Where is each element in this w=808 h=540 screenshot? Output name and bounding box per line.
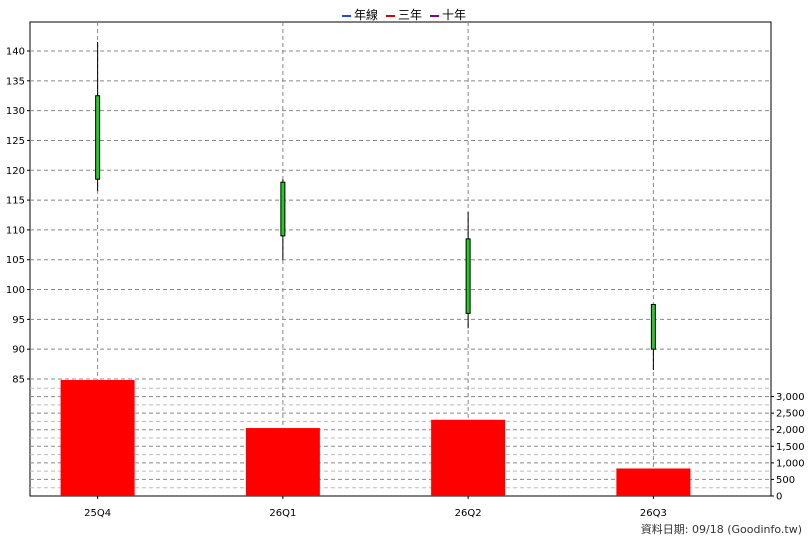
legend-item: 十年 [430,6,466,23]
legend-label: 年線 [353,8,378,22]
price-tick-label: 135 [6,76,25,87]
price-tick-label: 115 [6,196,25,207]
legend-item: 年線 [341,6,378,23]
volume-tick-label: 2,000 [776,425,805,436]
legend-item: 三年 [385,6,422,23]
legend-label: 三年 [397,8,422,22]
price-tick-label: 140 [6,47,25,58]
candle-body [280,181,286,237]
price-tick-label: 85 [12,375,25,386]
category-label: 26Q3 [640,508,667,519]
volume-tick-label: 3,000 [776,392,805,403]
price-tick-label: 130 [6,106,25,117]
volume-tick-label: 500 [776,475,795,486]
volume-bar [60,380,135,496]
price-tick-label: 100 [6,285,25,296]
price-tick-label: 125 [6,136,25,147]
price-tick-label: 95 [12,315,25,326]
price-tick-label: 90 [12,345,25,356]
volume-tick-label: 2,500 [776,409,805,420]
price-tick-label: 110 [6,225,25,236]
legend-label: 十年 [442,8,467,22]
chart-legend: 年線 三年 十年 [0,6,808,23]
category-label: 26Q2 [455,508,482,519]
volume-bar [616,468,691,496]
category-label: 25Q4 [84,508,111,519]
candle-body [650,303,656,350]
price-tick-label: 120 [6,166,25,177]
volume-tick-label: 1,000 [776,458,805,469]
price-tick-label: 105 [6,255,25,266]
volume-bar [431,419,506,496]
legend-swatch [430,14,439,17]
data-date-label: 資料日期: 09/18 (Goodinfo.tw) [640,523,802,536]
legend-swatch [341,14,351,17]
volume-bar [245,428,320,496]
legend-swatch [385,14,395,17]
candle-body [95,95,101,180]
volume-tick-label: 0 [776,492,782,503]
volume-tick-label: 1,500 [776,442,805,453]
candle-body [465,238,471,314]
category-label: 26Q1 [269,508,296,519]
plot-frame [29,21,772,497]
